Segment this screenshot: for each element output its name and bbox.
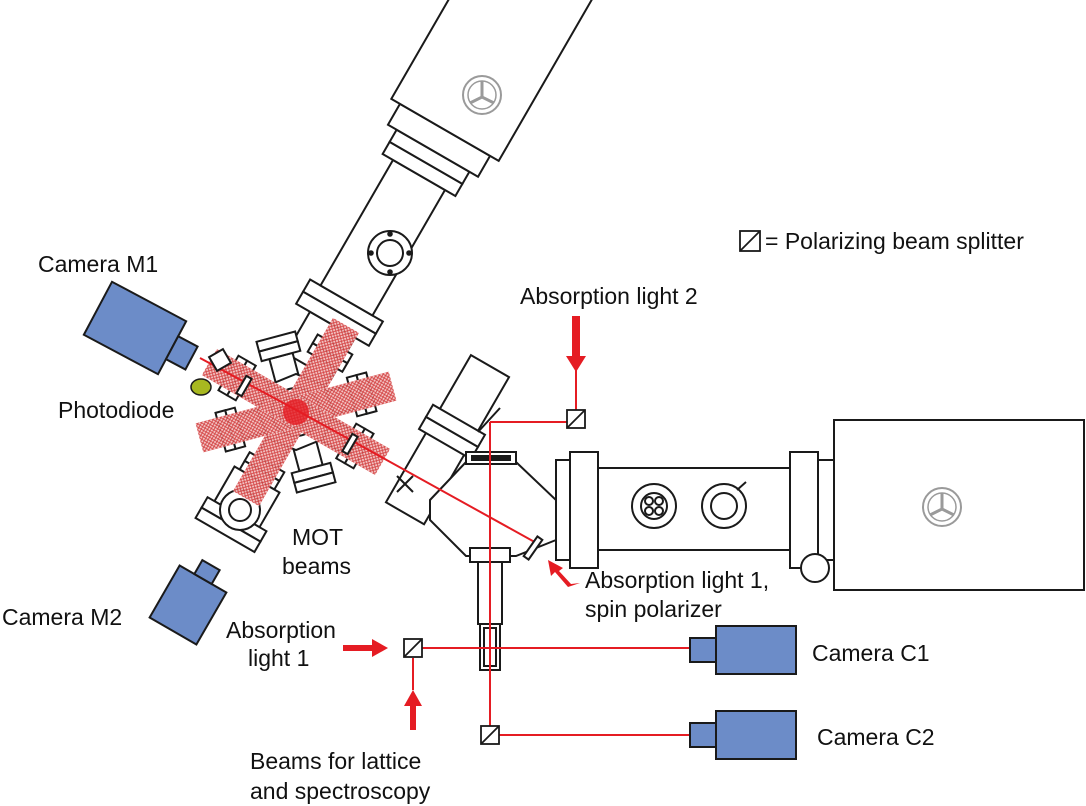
camera-m2 (148, 558, 228, 646)
label-camera-c1: Camera C1 (812, 640, 930, 666)
window-plate (235, 374, 253, 398)
label-absorption-light-1-a: Absorption (226, 617, 336, 643)
camera-m1 (82, 280, 199, 376)
label-absorption-light-1-spin-1: Absorption light 1, (585, 567, 769, 593)
polarizing-beam-splitter-icon (566, 409, 586, 429)
beam-splitter-photodiode (207, 347, 233, 373)
mirror (477, 407, 501, 433)
label-camera-m1: Camera M1 (38, 251, 158, 277)
polarizing-beam-splitter-icon (739, 230, 761, 252)
arrow-icons (343, 316, 586, 730)
label-absorption-light-1-spin-2: spin polarizer (585, 596, 722, 622)
label-mot-beams-1: MOT (292, 524, 343, 550)
label-mot-beams-2: beams (282, 553, 351, 579)
label-absorption-light-2: Absorption light 2 (520, 283, 698, 309)
camera-c1 (689, 625, 797, 675)
polarizing-beam-splitter-icon (480, 725, 500, 745)
window-plate (341, 432, 359, 456)
atom-cloud (283, 399, 309, 425)
photodiode-icon (190, 378, 212, 396)
waveplate (522, 535, 544, 561)
polarizing-beam-splitters (403, 230, 761, 745)
label-beams-lattice-1: Beams for lattice (250, 748, 421, 774)
polarizing-beam-splitter-icon (403, 638, 423, 658)
pump-icon (461, 74, 503, 116)
label-absorption-light-1-b: light 1 (248, 645, 309, 671)
pump-icon (921, 486, 963, 528)
arrow-icon (548, 560, 580, 587)
camera-c2 (689, 710, 797, 760)
arrow-icon (566, 316, 586, 372)
upper-vacuum-arm (284, 0, 596, 381)
legend-text: = Polarizing beam splitter (765, 228, 1024, 254)
arrow-icon (404, 690, 422, 730)
label-camera-c2: Camera C2 (817, 724, 935, 750)
label-beams-lattice-2: and spectroscopy (250, 778, 431, 804)
arrow-icon (343, 639, 388, 657)
label-camera-m2: Camera M2 (2, 604, 122, 630)
label-photodiode: Photodiode (58, 397, 174, 423)
science-chamber (429, 419, 1085, 671)
